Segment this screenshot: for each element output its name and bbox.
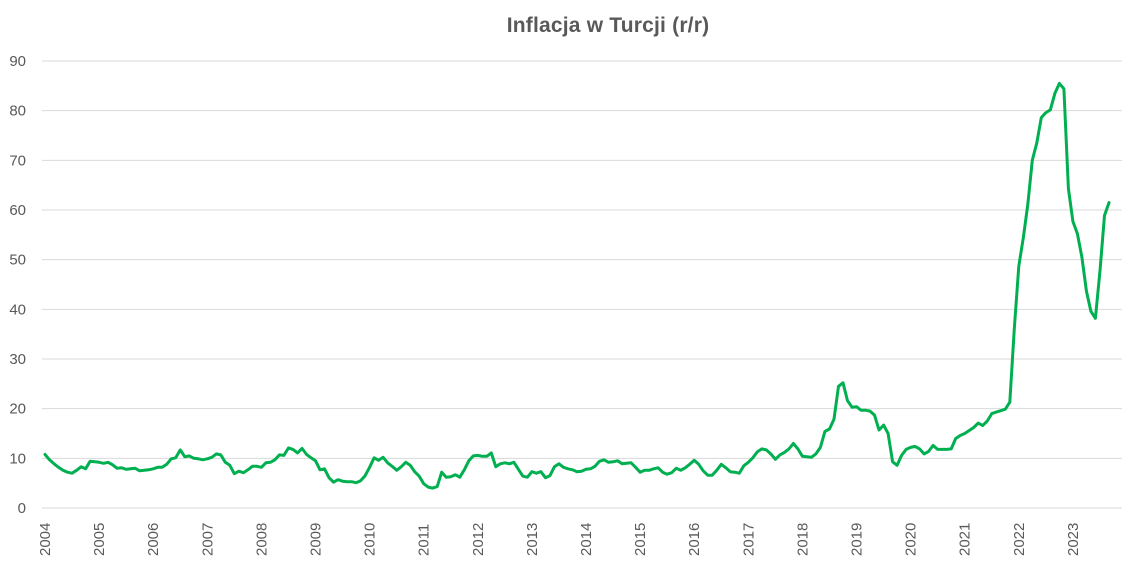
x-tick-label: 2005 xyxy=(91,523,108,556)
x-tick-label: 2015 xyxy=(632,523,649,556)
y-tick-label: 10 xyxy=(9,450,26,467)
chart-title: Inflacja w Turcji (r/r) xyxy=(506,14,710,37)
x-tick-label: 2004 xyxy=(37,523,54,556)
x-tick-label: 2010 xyxy=(362,523,379,556)
x-tick-label: 2020 xyxy=(903,523,920,556)
series-line xyxy=(43,81,1111,490)
x-tick-label: 2012 xyxy=(470,523,487,556)
x-tick-label: 2016 xyxy=(686,523,703,556)
x-tick-label: 2009 xyxy=(308,523,325,556)
x-tick-label: 2023 xyxy=(1065,523,1082,556)
x-tick-label: 2022 xyxy=(1011,523,1028,556)
x-axis-ticks: 2004 2005 2006 2007 2008 2009 2010 2011 2012 2013… xyxy=(37,523,1082,556)
x-tick-label: 2017 xyxy=(740,523,757,556)
y-tick-label: 60 xyxy=(9,202,26,219)
x-tick-label: 2014 xyxy=(578,523,595,556)
y-tick-label: 30 xyxy=(9,351,26,368)
x-tick-label: 2006 xyxy=(145,523,162,556)
x-tick-label: 2019 xyxy=(849,523,866,556)
gridlines xyxy=(42,60,1122,509)
y-tick-label: 50 xyxy=(9,252,26,269)
x-tick-label: 2021 xyxy=(957,523,974,556)
x-tick-label: 2011 xyxy=(416,524,433,556)
series-inflation xyxy=(43,81,1111,490)
x-tick-label: 2013 xyxy=(524,523,541,556)
y-tick-label: 90 xyxy=(9,53,26,70)
y-tick-label: 80 xyxy=(9,103,26,120)
y-tick-label: 20 xyxy=(9,401,26,418)
x-tick-label: 2007 xyxy=(199,523,216,556)
y-tick-label: 0 xyxy=(18,500,26,517)
y-tick-label: 70 xyxy=(9,152,26,169)
y-tick-label: 40 xyxy=(9,301,26,318)
x-tick-label: 2008 xyxy=(253,523,270,556)
y-axis-ticks: 0 10 20 30 40 50 60 70 80 90 xyxy=(9,53,26,517)
x-tick-label: 2018 xyxy=(794,523,811,556)
